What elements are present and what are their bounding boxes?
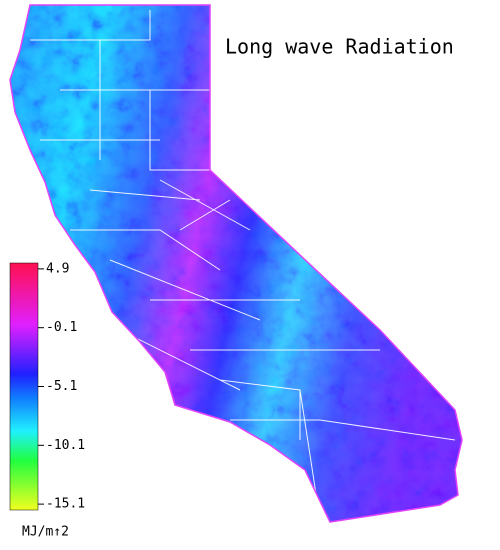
colorbar-unit: MJ/m↑2	[22, 525, 69, 540]
colorbar-tick-label: -10.1	[46, 438, 85, 453]
colorbar-tick-label: -15.1	[46, 497, 85, 512]
colorbar-tick-label: -0.1	[46, 320, 77, 335]
colorbar-tick-label: -5.1	[46, 379, 77, 394]
map-title: Long wave Radiation	[225, 35, 454, 59]
colorbar-tick-label: 4.9	[46, 261, 69, 276]
county-lines	[30, 10, 456, 521]
colorbar	[9, 262, 39, 511]
